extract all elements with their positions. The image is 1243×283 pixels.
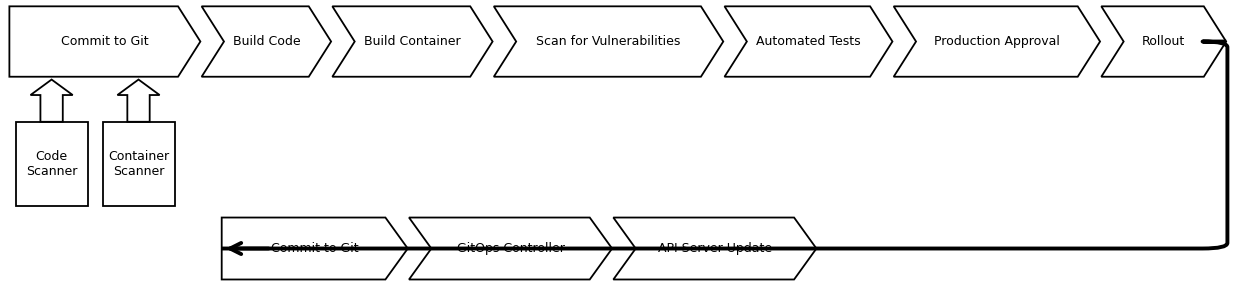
Text: Build Container: Build Container: [364, 35, 461, 48]
Text: API Server Update: API Server Update: [658, 242, 772, 255]
Polygon shape: [409, 218, 612, 280]
Bar: [16, 122, 87, 206]
Polygon shape: [31, 80, 72, 122]
Polygon shape: [894, 6, 1100, 77]
Polygon shape: [10, 6, 200, 77]
Text: Rollout: Rollout: [1142, 35, 1186, 48]
Polygon shape: [1101, 6, 1226, 77]
Text: GitOps Controller: GitOps Controller: [456, 242, 564, 255]
Polygon shape: [493, 6, 723, 77]
Bar: [102, 122, 174, 206]
Text: Build Code: Build Code: [232, 35, 300, 48]
Text: Commit to Git: Commit to Git: [61, 35, 149, 48]
Polygon shape: [332, 6, 492, 77]
Polygon shape: [725, 6, 892, 77]
Polygon shape: [117, 80, 159, 122]
Text: Code
Scanner: Code Scanner: [26, 150, 77, 178]
Polygon shape: [221, 218, 408, 280]
Polygon shape: [613, 218, 817, 280]
Text: Container
Scanner: Container Scanner: [108, 150, 169, 178]
Text: Commit to Git: Commit to Git: [271, 242, 358, 255]
Text: Production Approval: Production Approval: [933, 35, 1060, 48]
Polygon shape: [201, 6, 331, 77]
Text: Automated Tests: Automated Tests: [756, 35, 861, 48]
Text: Scan for Vulnerabilities: Scan for Vulnerabilities: [537, 35, 681, 48]
